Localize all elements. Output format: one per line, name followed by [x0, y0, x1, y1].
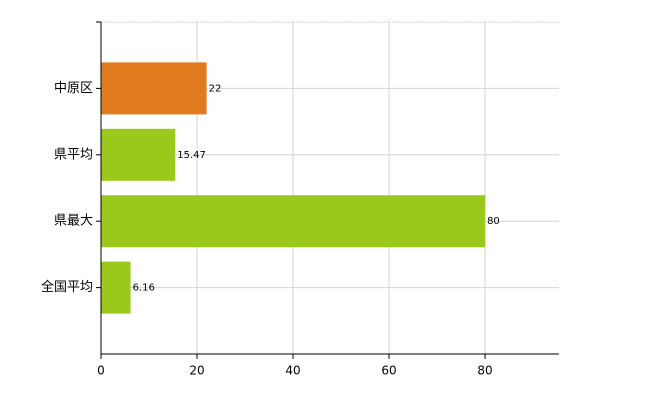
bar — [101, 261, 131, 314]
x-tick-label: 20 — [189, 364, 204, 378]
bar — [101, 128, 176, 181]
value-label: 80 — [487, 216, 500, 227]
y-tick-label: 中原区 — [54, 81, 93, 96]
y-tick-label: 県最大 — [54, 214, 93, 229]
y-tick-label: 県平均 — [54, 147, 93, 162]
x-tick-label: 60 — [381, 364, 396, 378]
y-tick-label: 全国平均 — [41, 279, 93, 295]
value-label: 15.47 — [177, 150, 206, 161]
value-label: 22 — [209, 83, 222, 94]
bar — [101, 62, 207, 115]
value-label: 6.16 — [133, 283, 155, 294]
bar — [101, 195, 486, 248]
x-tick-label: 80 — [477, 364, 492, 378]
x-tick-label: 40 — [285, 364, 300, 378]
x-tick-label: 0 — [97, 364, 105, 378]
